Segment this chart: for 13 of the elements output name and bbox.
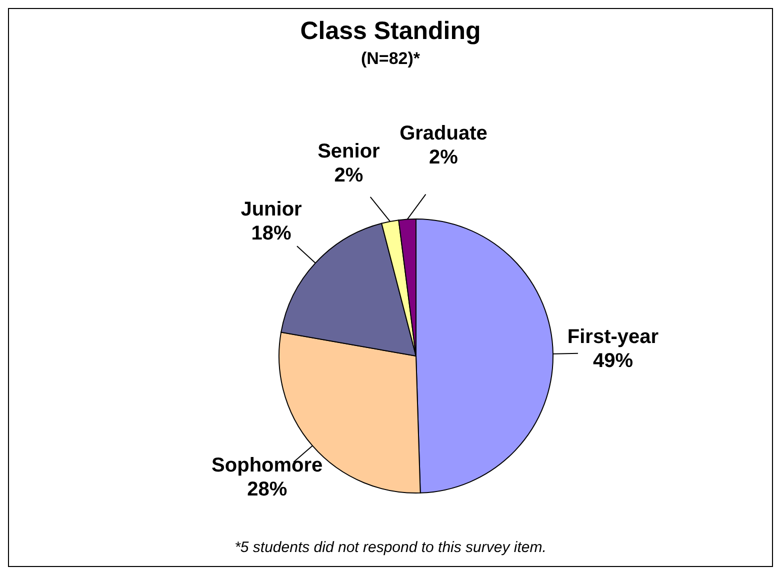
- chart-subtitle: (N=82)*: [360, 49, 422, 69]
- chart-title: Class Standing: [299, 17, 482, 46]
- data-label: 18%: [251, 222, 292, 245]
- slice-label: Junior: [240, 198, 302, 221]
- data-label: 49%: [592, 350, 634, 372]
- text: *5 students did not respond to this survey item.: [234, 539, 548, 556]
- slice-label: Senior: [318, 140, 380, 162]
- slice-label: First-year: [567, 326, 659, 348]
- data-label: 28%: [247, 478, 288, 501]
- slice-label: Graduate: [400, 122, 488, 144]
- slice-label: Sophomore: [212, 454, 323, 477]
- data-label: 2%: [334, 164, 364, 186]
- data-label: 2%: [429, 146, 458, 168]
